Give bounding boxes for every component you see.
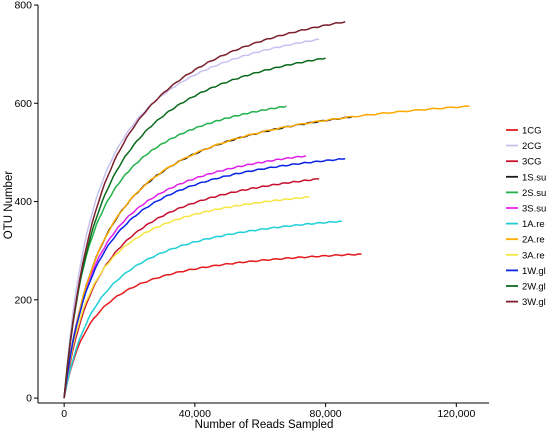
series-line-3s-su <box>63 155 307 399</box>
y-tick-label: 400 <box>14 196 32 208</box>
x-tick-label: 120,000 <box>437 408 475 420</box>
legend-label: 2A.re <box>522 235 545 246</box>
axes <box>37 5 489 404</box>
y-tick-label: 0 <box>26 393 32 405</box>
legend-label: 1S.su <box>522 172 546 183</box>
series-line-3w-gl <box>63 20 346 399</box>
series-line-1cg <box>63 253 362 399</box>
x-tick-label: 0 <box>61 408 67 420</box>
series-line-3a-re <box>63 196 310 399</box>
y-tick-label: 600 <box>14 98 32 110</box>
legend-label: 3CG <box>522 157 542 168</box>
legend-label: 2CG <box>522 141 542 152</box>
legend-label: 3W.gl <box>522 297 546 308</box>
legend-label: 3A.re <box>522 250 545 261</box>
legend-label: 1A.re <box>522 219 545 230</box>
series-line-2cg <box>63 38 320 399</box>
series-line-3cg <box>63 178 320 399</box>
y-tick-label: 200 <box>14 294 32 306</box>
y-axis-title: OTU Number <box>3 171 15 240</box>
series-lines <box>63 20 470 399</box>
x-axis-title: Number of Reads Sampled <box>195 419 334 431</box>
series-line-2w-gl <box>63 57 326 399</box>
ticks: 0 40,000 80,000 120,000 0 200 400 600 800 <box>14 0 475 420</box>
legend: 1CG 2CG 3CG 1S.su 2S.su 3S.su 1A.re 2A.re 3A.re 1… <box>506 126 546 308</box>
legend-label: 2S.su <box>522 188 546 199</box>
legend-label: 3S.su <box>522 204 546 215</box>
series-line-2a-re <box>63 105 470 399</box>
x-tick-label: 80,000 <box>310 408 342 420</box>
legend-label: 2W.gl <box>522 282 546 293</box>
y-tick-label: 800 <box>14 0 32 12</box>
legend-label: 1W.gl <box>522 266 546 277</box>
series-line-2s-su <box>63 105 287 399</box>
legend-label: 1CG <box>522 126 542 137</box>
x-tick-label: 40,000 <box>179 408 211 420</box>
series-line-1a-re <box>63 220 342 399</box>
series-line-1w-gl <box>63 158 346 399</box>
